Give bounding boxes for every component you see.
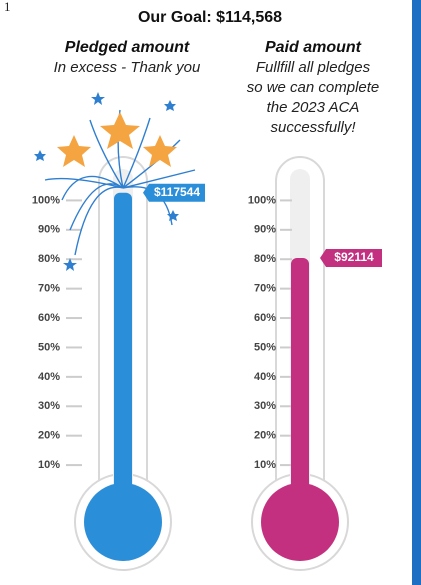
page-title: Our Goal: $114,568 bbox=[138, 9, 282, 26]
y-tick-label: 50% bbox=[254, 341, 276, 353]
y-tick-label: 30% bbox=[254, 400, 276, 412]
chart-subtitle: successfully! bbox=[270, 119, 356, 136]
bulb bbox=[84, 483, 162, 561]
chart-title: Paid amount bbox=[265, 39, 362, 56]
chart-subtitle: Fullfill all pledges bbox=[256, 59, 371, 76]
y-tick-label: 100% bbox=[32, 194, 60, 206]
chart-subtitle: In excess - Thank you bbox=[54, 59, 201, 76]
bulb bbox=[261, 483, 339, 561]
y-tick-label: 100% bbox=[248, 194, 276, 206]
y-tick-label: 40% bbox=[38, 371, 60, 383]
chart-subtitle: the 2023 ACA bbox=[267, 99, 360, 116]
page: 1 Our Goal: $114,568 Pledged amount In ex… bbox=[0, 0, 421, 585]
chart-title: Pledged amount bbox=[65, 39, 190, 56]
y-tick-label: 10% bbox=[254, 459, 276, 471]
chart-subtitle: so we can complete bbox=[247, 79, 380, 96]
y-tick-label: 60% bbox=[254, 312, 276, 324]
y-tick-label: 70% bbox=[254, 283, 276, 295]
y-tick-label: 90% bbox=[38, 224, 60, 236]
y-tick-label: 70% bbox=[38, 283, 60, 295]
y-tick-label: 10% bbox=[38, 459, 60, 471]
y-tick-label: 20% bbox=[38, 430, 60, 442]
corner-mark: 1 bbox=[4, 0, 11, 14]
value-label: $92114 bbox=[334, 250, 374, 264]
side-border bbox=[412, 0, 421, 585]
value-label: $117544 bbox=[154, 185, 200, 199]
y-tick-label: 60% bbox=[38, 312, 60, 324]
thermometer-fill bbox=[114, 193, 132, 522]
y-tick-label: 20% bbox=[254, 430, 276, 442]
y-tick-label: 50% bbox=[38, 341, 60, 353]
y-tick-label: 40% bbox=[254, 371, 276, 383]
y-tick-label: 80% bbox=[254, 253, 276, 265]
y-tick-label: 90% bbox=[254, 224, 276, 236]
y-tick-label: 80% bbox=[38, 253, 60, 265]
infographic: 1 Our Goal: $114,568 Pledged amount In ex… bbox=[0, 0, 421, 585]
thermometer-fill bbox=[291, 258, 309, 522]
y-tick-label: 30% bbox=[38, 400, 60, 412]
